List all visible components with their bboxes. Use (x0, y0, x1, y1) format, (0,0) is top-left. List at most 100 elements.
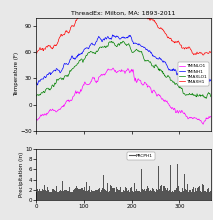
Bar (184, 174, 185, 200)
Bar (202, 184, 203, 200)
Bar (161, 185, 162, 200)
Bar (85, 191, 86, 200)
TMAXLO1 (205, 97, 208, 99)
TMINLO1 (210, 116, 212, 118)
Bar (196, 191, 197, 200)
Bar (55, 191, 56, 200)
Bar (45, 190, 46, 200)
Bar (77, 187, 78, 200)
TMAXH1 (35, 52, 38, 55)
Bar (192, 188, 193, 200)
Bar (156, 189, 157, 200)
Bar (82, 188, 83, 200)
Bar (136, 189, 137, 200)
Bar (117, 189, 118, 200)
Bar (78, 189, 79, 200)
Bar (139, 191, 140, 200)
Bar (79, 189, 80, 200)
Bar (183, 191, 184, 200)
TMINH1 (165, 63, 168, 66)
Bar (95, 190, 96, 200)
Bar (88, 190, 89, 200)
Bar (121, 192, 122, 200)
Bar (113, 188, 114, 200)
Bar (172, 188, 173, 200)
Bar (54, 190, 55, 200)
Bar (94, 191, 95, 200)
Bar (171, 192, 172, 200)
Bar (157, 190, 158, 200)
Bar (74, 189, 75, 200)
TMAXH1 (130, 1, 132, 4)
Bar (149, 191, 150, 200)
Bar (44, 185, 45, 200)
Bar (124, 191, 125, 200)
Bar (43, 190, 44, 200)
Bar (46, 191, 47, 200)
TMAXH1 (53, 44, 55, 47)
Bar (176, 188, 177, 200)
Bar (53, 189, 54, 200)
Bar (62, 181, 63, 200)
Bar (179, 191, 180, 200)
TMAXH1 (71, 25, 74, 27)
Bar (38, 191, 39, 200)
Bar (90, 192, 91, 200)
Bar (47, 187, 48, 200)
Bar (114, 188, 115, 200)
Bar (123, 190, 124, 200)
TMAXLO1 (155, 65, 158, 68)
Bar (190, 190, 191, 200)
Bar (182, 188, 183, 200)
Bar (105, 190, 106, 200)
Bar (185, 189, 186, 200)
Bar (126, 188, 127, 200)
TMINH1 (130, 37, 133, 40)
Bar (112, 188, 113, 200)
Bar (70, 192, 71, 200)
Y-axis label: Temperature (F): Temperature (F) (14, 52, 19, 96)
Bar (206, 192, 207, 200)
Bar (69, 187, 70, 200)
Y-axis label: Precipitation (in): Precipitation (in) (19, 152, 24, 197)
Bar (158, 167, 159, 200)
Bar (140, 185, 141, 200)
Bar (166, 190, 167, 200)
Bar (200, 191, 201, 200)
Bar (125, 187, 126, 200)
Legend: TMINLO1, TMINH1, TMAXLO1, TMAXH1: TMINLO1, TMINH1, TMAXLO1, TMAXH1 (178, 62, 209, 86)
Bar (186, 190, 187, 200)
TMINH1 (210, 80, 212, 82)
Legend: PRCPH1: PRCPH1 (127, 152, 155, 160)
Bar (143, 190, 144, 200)
Bar (163, 186, 164, 200)
Bar (52, 189, 53, 200)
Bar (175, 190, 176, 200)
Title: ThreadEx: Milton, MA: 1893-2011: ThreadEx: Milton, MA: 1893-2011 (71, 11, 176, 16)
Bar (93, 191, 94, 200)
Bar (127, 191, 128, 200)
Bar (89, 186, 90, 200)
Line: TMINH1: TMINH1 (37, 35, 211, 85)
Bar (51, 192, 52, 200)
Bar (73, 190, 74, 200)
Bar (160, 186, 161, 200)
Bar (169, 190, 170, 200)
TMAXH1 (165, 33, 167, 35)
Bar (203, 185, 204, 200)
Bar (198, 187, 199, 200)
TMAXLO1 (210, 95, 212, 98)
TMAXH1 (202, 54, 204, 56)
Bar (120, 187, 121, 200)
TMINH1 (156, 57, 158, 60)
Bar (67, 189, 68, 200)
Bar (191, 189, 192, 200)
Bar (39, 189, 40, 200)
Bar (146, 189, 147, 200)
TMAXLO1 (165, 76, 167, 79)
Bar (128, 190, 129, 200)
TMINLO1 (71, 97, 74, 99)
TMAXH1 (155, 22, 158, 25)
TMAXLO1 (71, 67, 74, 70)
Bar (170, 165, 171, 200)
